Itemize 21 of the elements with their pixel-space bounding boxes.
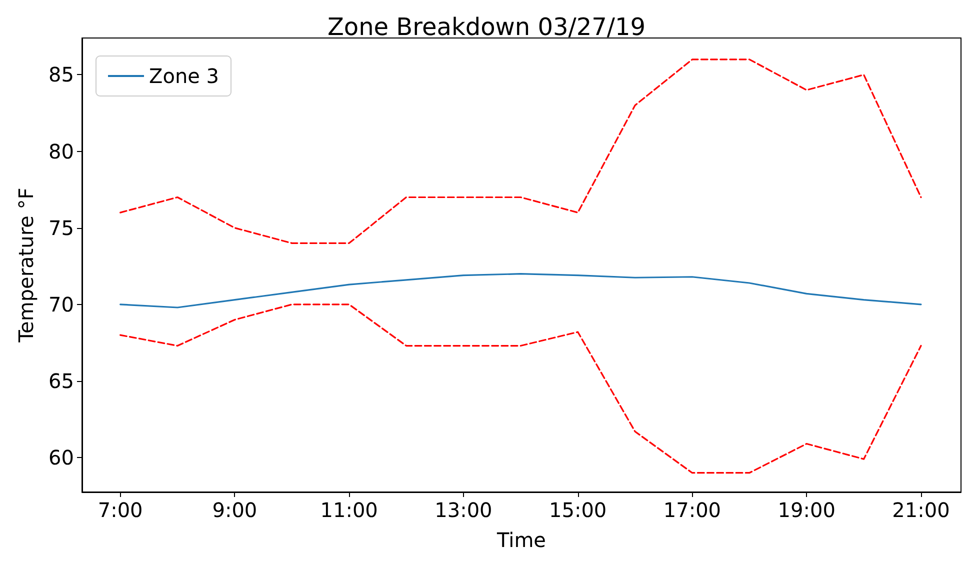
x-tick-label: 21:00 — [892, 498, 950, 522]
x-tick-label: 13:00 — [434, 498, 492, 522]
x-tick-label: 15:00 — [549, 498, 607, 522]
x-tick-label: 7:00 — [98, 498, 143, 522]
chart-title: Zone Breakdown 03/27/19 — [327, 13, 646, 41]
x-axis-title: Time — [496, 528, 546, 552]
y-tick-label: 75 — [48, 216, 74, 240]
y-tick-label: 70 — [48, 292, 74, 316]
y-tick-label: 80 — [48, 139, 74, 164]
line-series — [120, 58, 922, 244]
y-tick-label: 65 — [48, 368, 74, 393]
line-series — [120, 304, 922, 474]
y-axis-title: Temperature °F — [14, 188, 38, 344]
y-tick-label: 85 — [48, 62, 74, 87]
y-tick-label: 60 — [48, 446, 74, 470]
x-tick-label: 19:00 — [778, 498, 836, 522]
legend-label: Zone 3 — [149, 64, 219, 88]
x-tick-label: 11:00 — [320, 498, 378, 522]
line-series — [120, 273, 922, 308]
x-tick-label: 9:00 — [212, 498, 258, 522]
x-tick-label: 17:00 — [663, 498, 722, 522]
